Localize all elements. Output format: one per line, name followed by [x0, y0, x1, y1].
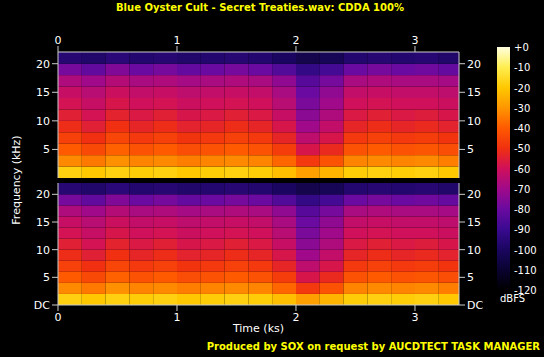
svg-text:10: 10: [467, 244, 481, 257]
svg-text:DC: DC: [34, 299, 50, 312]
svg-text:-60: -60: [514, 164, 530, 175]
svg-text:5: 5: [43, 143, 50, 156]
html-text:Produced by SOX on request by: Produced by SOX on request by AUCDTECT T…: [206, 341, 540, 352]
svg-text:20: 20: [467, 188, 481, 201]
svg-text:-90: -90: [514, 224, 530, 235]
svg-text:10: 10: [36, 244, 50, 257]
svg-text:-70: -70: [514, 184, 530, 195]
svg-text:+0: +0: [514, 42, 529, 53]
svg-text:-50: -50: [514, 143, 530, 154]
svg-text:dBFS: dBFS: [500, 293, 525, 304]
svg-text:5: 5: [43, 271, 50, 284]
svg-text:DC: DC: [467, 299, 483, 312]
html-text:Blue Oyster Cult - Secret Trea: Blue Oyster Cult - Secret Treaties.wav: …: [116, 2, 404, 13]
svg-text:0: 0: [55, 34, 62, 47]
svg-text:10: 10: [36, 115, 50, 128]
svg-text:-40: -40: [514, 123, 530, 134]
svg-text:15: 15: [467, 86, 481, 99]
svg-text:-10: -10: [514, 62, 530, 73]
html-text:Frequency (kHz): Frequency (kHz): [9, 135, 23, 225]
svg-text:-30: -30: [514, 103, 530, 114]
svg-text:-110: -110: [514, 265, 537, 276]
svg-text:5: 5: [467, 271, 474, 284]
svg-text:15: 15: [36, 216, 50, 229]
svg-text:20: 20: [36, 58, 50, 71]
svg-text:5: 5: [467, 143, 474, 156]
svg-text:15: 15: [467, 216, 481, 229]
svg-text:15: 15: [36, 86, 50, 99]
svg-text:1: 1: [173, 311, 180, 324]
svg-text:3: 3: [411, 34, 418, 47]
svg-text:-20: -20: [514, 83, 530, 94]
svg-text:20: 20: [467, 58, 481, 71]
svg-text:2: 2: [292, 311, 299, 324]
svg-text:1: 1: [173, 34, 180, 47]
svg-text:3: 3: [411, 311, 418, 324]
svg-text:-120: -120: [514, 285, 537, 296]
svg-text:2: 2: [292, 34, 299, 47]
svg-text:-100: -100: [514, 245, 537, 256]
svg-text:10: 10: [467, 115, 481, 128]
svg-text:0: 0: [55, 311, 62, 324]
svg-text:-80: -80: [514, 204, 530, 215]
html-text:Time (ks): Time (ks): [232, 322, 284, 335]
svg-text:20: 20: [36, 188, 50, 201]
